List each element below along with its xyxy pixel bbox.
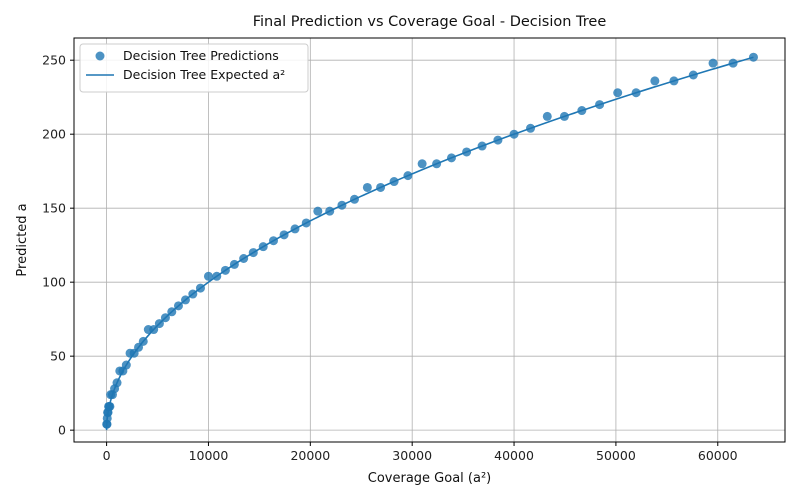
prediction-point — [577, 106, 587, 116]
prediction-point — [403, 171, 413, 181]
prediction-point — [301, 218, 311, 228]
prediction-point — [650, 76, 660, 86]
prediction-point — [173, 301, 183, 311]
prediction-point — [526, 123, 536, 133]
prediction-point — [195, 283, 205, 293]
prediction-point — [188, 289, 198, 299]
prediction-point — [595, 100, 605, 110]
prediction-point — [258, 242, 268, 252]
prediction-point — [432, 159, 442, 169]
prediction-point — [462, 147, 472, 157]
x-tick-label: 30000 — [392, 448, 432, 463]
prediction-point — [167, 307, 177, 317]
prediction-point — [509, 129, 519, 139]
prediction-point — [279, 230, 289, 240]
prediction-point — [362, 182, 372, 192]
legend-label-expected: Decision Tree Expected a² — [123, 67, 285, 82]
legend-marker-predictions — [95, 51, 105, 61]
prediction-point — [248, 248, 258, 258]
prediction-point — [728, 58, 738, 68]
expected-line-layer — [105, 56, 754, 431]
plot-frame — [73, 37, 786, 443]
prediction-point — [180, 295, 190, 305]
prediction-point — [212, 271, 222, 281]
legend-box — [79, 43, 309, 93]
y-axis-ticks: 0 50 100 150 200 250 — [42, 53, 74, 438]
prediction-point — [268, 236, 278, 246]
prediction-point — [220, 265, 230, 275]
prediction-point — [559, 111, 569, 121]
prediction-point — [631, 88, 641, 98]
x-tick-label: 40000 — [494, 448, 534, 463]
prediction-point — [349, 194, 359, 204]
prediction-point — [160, 313, 170, 323]
y-tick-label: 200 — [42, 127, 66, 142]
y-tick-label: 150 — [42, 201, 66, 216]
y-tick-label: 50 — [50, 349, 66, 364]
chart-title: Final Prediction vs Coverage Goal - Deci… — [253, 14, 607, 30]
x-tick-label: 50000 — [596, 448, 636, 463]
prediction-point — [138, 336, 148, 346]
prediction-point — [688, 70, 698, 80]
prediction-point — [376, 182, 386, 192]
prediction-point — [105, 401, 115, 411]
x-tick-label: 0 — [103, 448, 111, 463]
prediction-point — [313, 206, 323, 216]
prediction-point — [290, 224, 300, 234]
x-axis-ticks: 0 10000 20000 30000 40000 50000 60000 — [103, 442, 738, 463]
x-axis-label: Coverage Goal (a²) — [368, 471, 491, 486]
prediction-point — [708, 58, 718, 68]
prediction-point — [389, 177, 399, 187]
x-tick-label: 60000 — [698, 448, 738, 463]
prediction-point — [154, 319, 164, 329]
prediction-point — [477, 141, 487, 151]
expected-line — [105, 56, 754, 431]
prediction-point — [669, 76, 679, 86]
prediction-point — [542, 111, 552, 121]
prediction-point — [417, 159, 427, 169]
prediction-points-layer — [102, 52, 758, 429]
prediction-point — [121, 360, 131, 370]
prediction-point — [748, 52, 758, 62]
prediction-point — [446, 153, 456, 163]
grid — [74, 38, 785, 442]
prediction-point — [239, 254, 249, 263]
prediction-point — [203, 271, 213, 281]
y-tick-label: 0 — [58, 423, 66, 438]
prediction-point — [337, 200, 347, 210]
y-axis-label: Predicted a — [15, 203, 30, 276]
prediction-point — [493, 135, 503, 145]
y-tick-label: 100 — [42, 275, 66, 290]
prediction-point — [613, 88, 623, 98]
legend-label-predictions: Decision Tree Predictions — [123, 48, 279, 63]
prediction-point — [229, 259, 239, 269]
prediction-point — [112, 378, 122, 388]
x-tick-label: 20000 — [290, 448, 330, 463]
prediction-point — [149, 325, 159, 335]
y-tick-label: 250 — [42, 53, 66, 68]
prediction-point — [325, 206, 335, 216]
x-tick-label: 10000 — [189, 448, 229, 463]
legend: Decision Tree Predictions Decision Tree … — [79, 43, 309, 93]
